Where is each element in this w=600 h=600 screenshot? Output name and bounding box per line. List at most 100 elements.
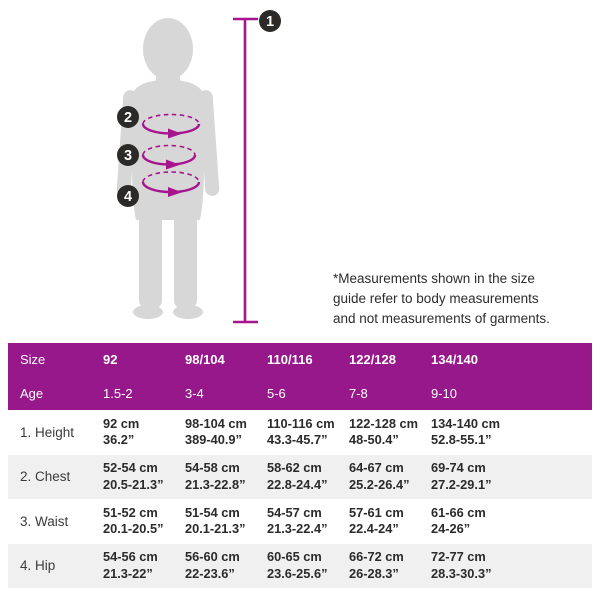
cm-value: 52-54 cm (103, 460, 158, 476)
marker-4-badge (117, 185, 139, 207)
inch-value: 36.2” (103, 432, 135, 448)
cm-value: 98-104 cm (185, 415, 247, 431)
cm-value: 61-66 cm (431, 504, 486, 520)
chest-measure-ellipse (141, 113, 201, 139)
age-value: 9-10 (431, 385, 458, 401)
size-value: 134/140 (431, 352, 478, 368)
inch-value: 23.6-25.6” (267, 565, 328, 581)
age-value: 3-4 (185, 385, 204, 401)
cm-value: 134-140 cm (431, 415, 501, 431)
marker-2-badge (117, 106, 139, 128)
inch-value: 26-28.3” (349, 565, 399, 581)
inch-value: 27.2-29.1” (431, 476, 492, 492)
hip-measure-ellipse (141, 171, 201, 197)
inch-value: 48-50.4” (349, 432, 399, 448)
age-value: 5-6 (267, 385, 286, 401)
table-body: 1. Height 92 cm 36.2” 98-104 cm 389-40.9… (8, 410, 592, 588)
cm-value: 54-56 cm (103, 549, 158, 565)
size-row: Size 92 98/104 110/116 122/128 134/140 (8, 343, 592, 377)
table-cell: 64-67 cm 25.2-26.4” (349, 460, 431, 493)
size-value: 110/116 (267, 352, 313, 368)
cm-value: 60-65 cm (267, 549, 322, 565)
table-row-chest: 2. Chest 52-54 cm 20.5-21.3” 54-58 cm 21… (8, 454, 592, 499)
size-value: 98/104 (185, 352, 225, 368)
inch-value: 22.4-24” (349, 521, 399, 537)
cm-value: 54-58 cm (185, 460, 240, 476)
measurement-note: *Measurements shown in the size guide re… (333, 271, 550, 326)
inch-value: 20.5-21.3” (103, 476, 164, 492)
table-cell: 56-60 cm 22-23.6” (185, 549, 267, 582)
cm-value: 122-128 cm (349, 415, 419, 431)
table-cell: 69-74 cm 27.2-29.1” (431, 460, 592, 493)
inch-value: 24-26” (431, 521, 471, 537)
row-label: 4. Hip (20, 558, 56, 574)
table-row-hip: 4. Hip 54-56 cm 21.3-22” 56-60 cm 22-23.… (8, 543, 592, 588)
table-header: Size 92 98/104 110/116 122/128 134/140 A… (8, 343, 592, 410)
cm-value: 58-62 cm (267, 460, 322, 476)
table-cell: 110-116 cm 43.3-45.7” (267, 416, 349, 449)
inch-value: 52.8-55.1” (431, 432, 492, 448)
table-cell: 60-65 cm 23.6-25.6” (267, 549, 349, 582)
cm-value: 64-67 cm (349, 460, 404, 476)
size-row-label: Size (20, 352, 46, 368)
cm-value: 110-116 cm (267, 415, 335, 431)
inch-value: 22-23.6” (185, 565, 235, 581)
waist-measure-ellipse (141, 144, 197, 170)
marker-3-badge (117, 144, 139, 166)
size-value: 92 (103, 352, 118, 368)
size-guide-table: Size 92 98/104 110/116 122/128 134/140 A… (8, 343, 592, 588)
table-cell: 66-72 cm 26-28.3” (349, 549, 431, 582)
cm-value: 51-52 cm (103, 504, 158, 520)
table-cell: 92 cm 36.2” (103, 416, 185, 449)
table-cell: 54-57 cm 21.3-22.4” (267, 505, 349, 538)
table-cell: 51-52 cm 20.1-20.5” (103, 505, 185, 538)
table-cell: 98-104 cm 389-40.9” (185, 416, 267, 449)
table-cell: 134-140 cm 52.8-55.1” (431, 416, 592, 449)
marker-1-number: 1 (266, 14, 274, 30)
table-cell: 122-128 cm 48-50.4” (349, 416, 431, 449)
cm-value: 72-77 cm (431, 549, 486, 565)
table-cell: 51-54 cm 20.1-21.3” (185, 505, 267, 538)
table-cell: 58-62 cm 22.8-24.4” (267, 460, 349, 493)
age-row-label: Age (20, 385, 44, 401)
cm-value: 51-54 cm (185, 504, 240, 520)
size-guide-diagram: 1 2 3 4 (116, 10, 281, 324)
age-row: Age 1.5-2 3-4 5-6 7-8 9-10 (8, 377, 592, 411)
table-row-waist: 3. Waist 51-52 cm 20.1-20.5” 51-54 cm 20… (8, 499, 592, 544)
table-cell: 54-58 cm 21.3-22.8” (185, 460, 267, 493)
inch-value: 21.3-22” (103, 565, 153, 581)
size-value: 122/128 (349, 352, 396, 368)
marker-1-badge (259, 10, 281, 32)
table-row-height: 1. Height 92 cm 36.2” 98-104 cm 389-40.9… (8, 410, 592, 455)
row-label: 2. Chest (20, 469, 71, 485)
table-cell: 54-56 cm 21.3-22” (103, 549, 185, 582)
table-cell: 61-66 cm 24-26” (431, 505, 592, 538)
marker-4-number: 4 (124, 189, 132, 205)
inch-value: 389-40.9” (185, 432, 242, 448)
row-label: 1. Height (20, 424, 75, 440)
cm-value: 66-72 cm (349, 549, 404, 565)
inch-value: 21.3-22.8” (185, 476, 246, 492)
cm-value: 57-61 cm (349, 504, 404, 520)
inch-value: 25.2-26.4” (349, 476, 410, 492)
table-cell: 72-77 cm 28.3-30.3” (431, 549, 592, 582)
cm-value: 54-57 cm (267, 504, 322, 520)
row-label: 3. Waist (20, 513, 69, 529)
inch-value: 22.8-24.4” (267, 476, 328, 492)
marker-3-number: 3 (124, 148, 132, 164)
inch-value: 28.3-30.3” (431, 565, 492, 581)
marker-badges: 1 2 3 4 (117, 10, 281, 207)
inch-value: 20.1-20.5” (103, 521, 164, 537)
cm-value: 56-60 cm (185, 549, 240, 565)
table-cell: 52-54 cm 20.5-21.3” (103, 460, 185, 493)
inch-value: 21.3-22.4” (267, 521, 328, 537)
marker-2-number: 2 (124, 110, 132, 126)
inch-value: 20.1-21.3” (185, 521, 246, 537)
cm-value: 92 cm (103, 415, 140, 431)
age-value: 1.5-2 (103, 385, 133, 401)
table-cell: 57-61 cm 22.4-24” (349, 505, 431, 538)
cm-value: 69-74 cm (431, 460, 486, 476)
age-value: 7-8 (349, 385, 368, 401)
inch-value: 43.3-45.7” (267, 432, 328, 448)
height-measure-line (233, 17, 258, 324)
